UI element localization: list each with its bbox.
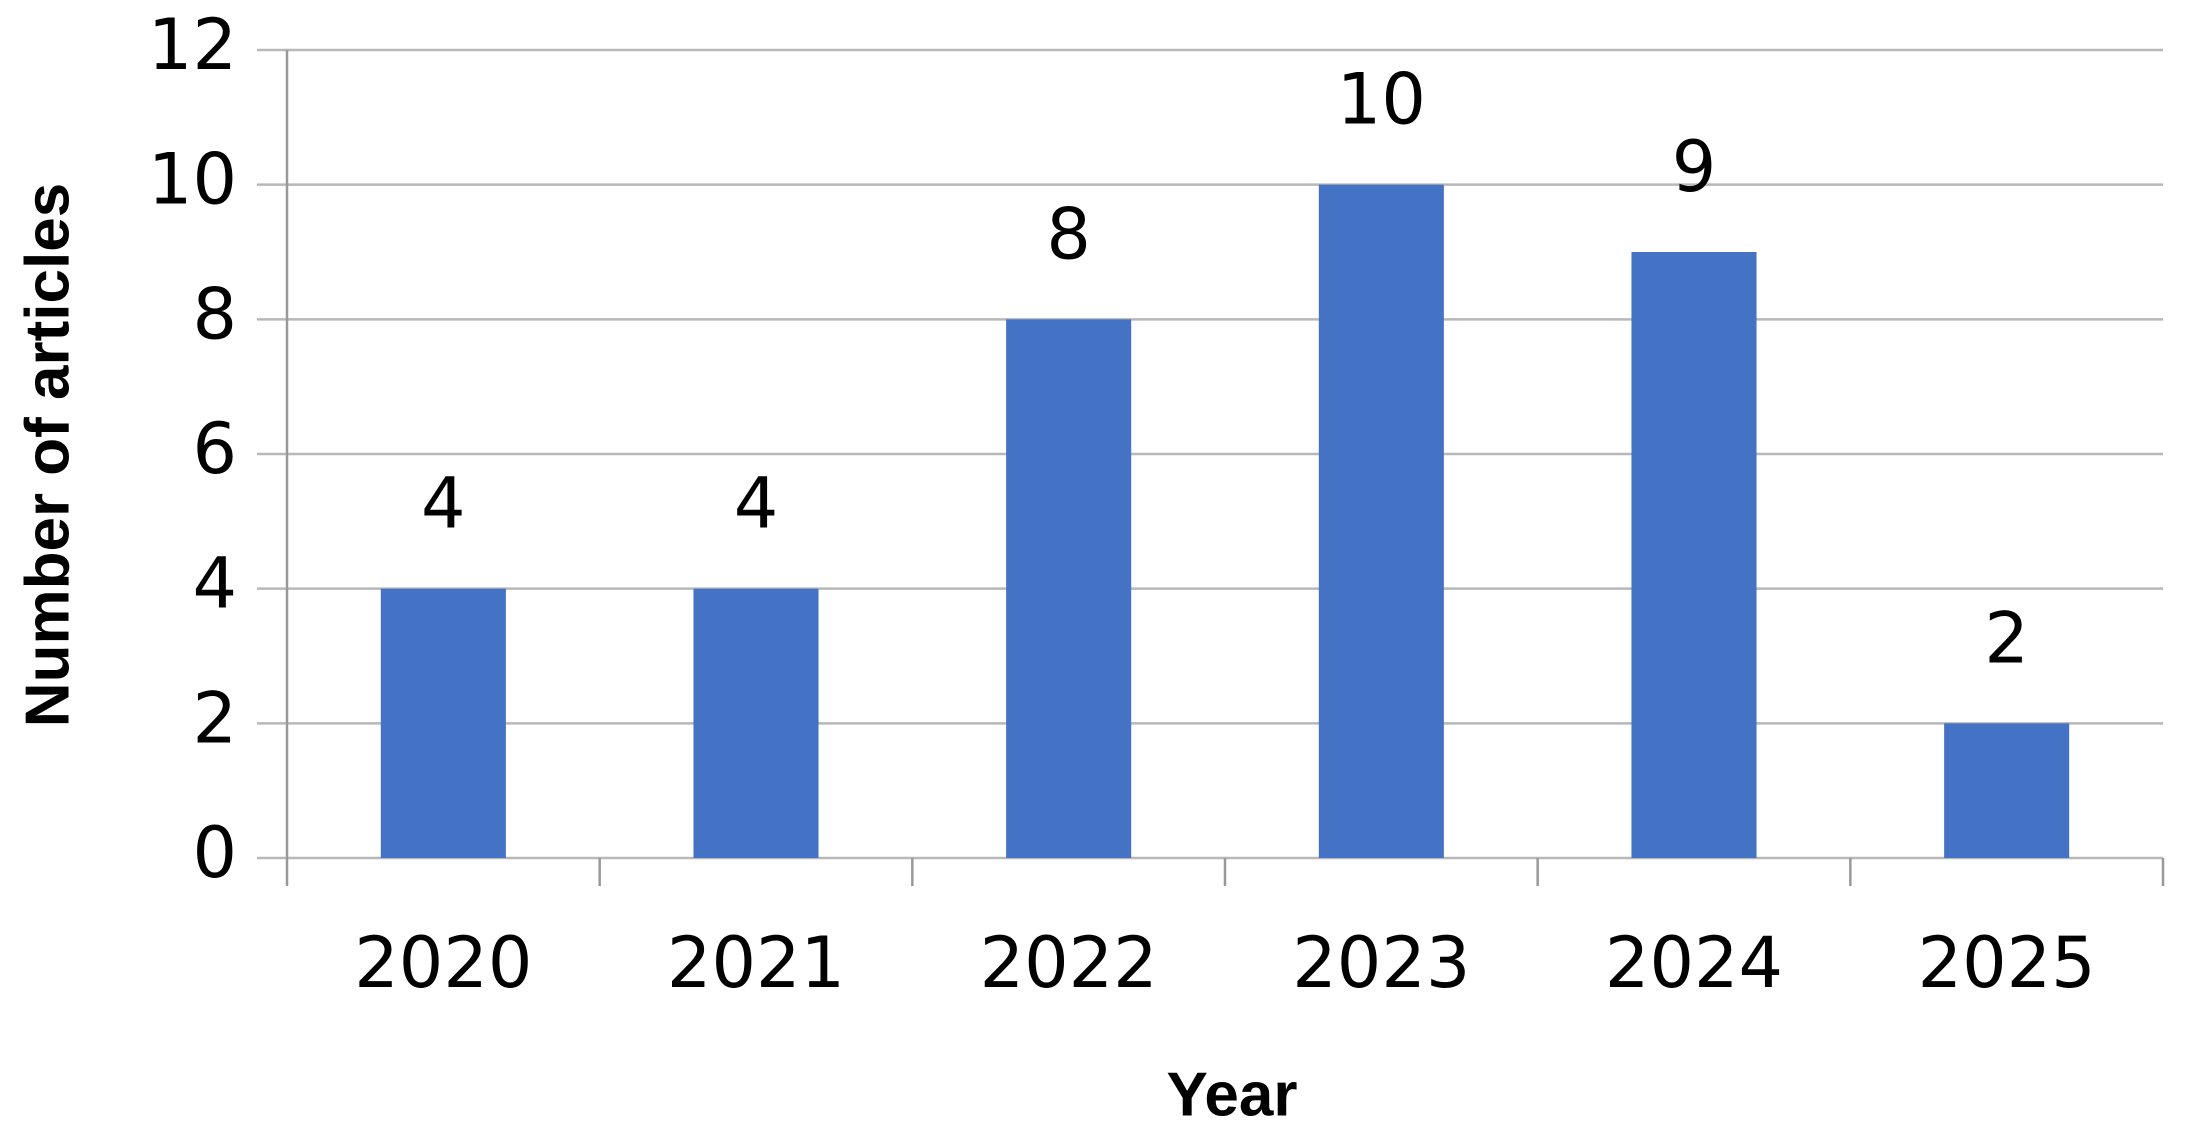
bar: [693, 588, 819, 858]
y-tick-label: 0: [192, 812, 237, 894]
data-label: 2: [1984, 597, 2029, 679]
data-label: 4: [421, 463, 466, 545]
bar: [380, 588, 506, 858]
y-tick-label: 12: [148, 4, 237, 86]
x-tick-label: 2020: [354, 922, 532, 1004]
y-axis-title: Number of articles: [13, 183, 82, 727]
x-tick-label: 2022: [980, 922, 1158, 1004]
x-tick-label: 2023: [1292, 922, 1470, 1004]
data-label: 8: [1046, 193, 1091, 275]
x-tick-label: 2024: [1605, 922, 1783, 1004]
data-label: 9: [1672, 126, 1717, 208]
bar: [1631, 252, 1757, 858]
x-axis-title: Year: [1166, 1060, 1297, 1129]
y-tick-label: 6: [192, 408, 237, 490]
y-tick-label: 8: [192, 273, 237, 355]
bar: [1318, 184, 1444, 858]
y-tick-label: 10: [148, 139, 237, 221]
bar: [1944, 723, 2070, 858]
y-tick-label: 4: [192, 543, 237, 625]
bar: [1006, 319, 1132, 858]
data-label: 4: [734, 463, 779, 545]
data-label: 10: [1337, 59, 1426, 141]
y-tick-label: 2: [192, 677, 237, 759]
x-tick-label: 2021: [667, 922, 845, 1004]
x-tick-label: 2025: [1918, 922, 2096, 1004]
